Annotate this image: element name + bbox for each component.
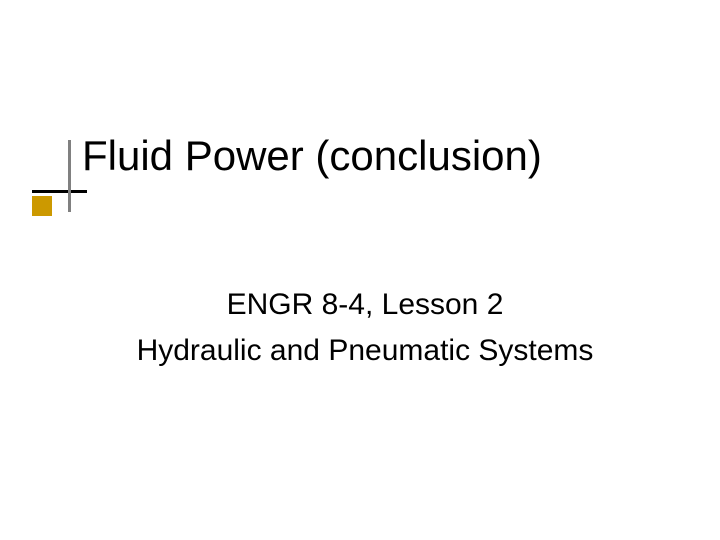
- accent-vertical-line: [68, 140, 71, 212]
- slide-title: Fluid Power (conclusion): [82, 132, 542, 180]
- slide-subtitle: ENGR 8-4, Lesson 2 Hydraulic and Pneumat…: [100, 282, 630, 374]
- subtitle-line-2: Hydraulic and Pneumatic Systems: [100, 328, 630, 374]
- accent-horizontal-line: [32, 190, 87, 193]
- accent-square: [32, 196, 52, 216]
- subtitle-line-1: ENGR 8-4, Lesson 2: [100, 282, 630, 328]
- slide: Fluid Power (conclusion) ENGR 8-4, Lesso…: [0, 0, 720, 540]
